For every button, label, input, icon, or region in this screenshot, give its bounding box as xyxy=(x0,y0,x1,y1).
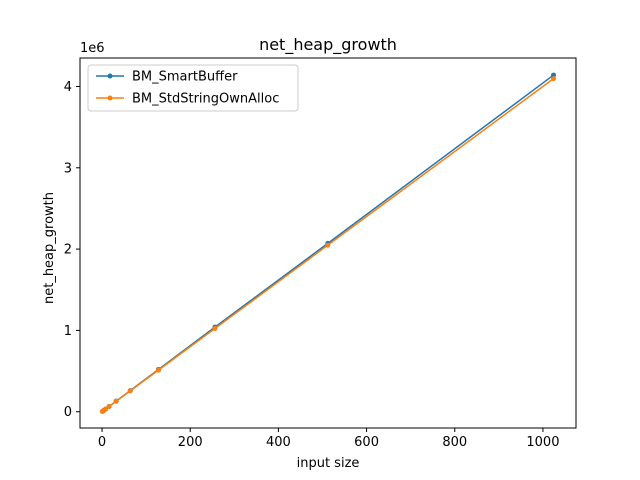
y-tick-label: 4 xyxy=(64,80,72,95)
data-point-bm-stdstringownalloc xyxy=(106,404,112,410)
y-axis-ticks: 0 1 2 3 4 xyxy=(64,80,80,420)
x-axis-ticks: 0 200 400 600 800 1000 xyxy=(98,428,559,450)
x-tick-label: 0 xyxy=(98,435,106,450)
data-point-bm-stdstringownalloc xyxy=(113,398,119,404)
data-point-bm-smartbuffer xyxy=(551,72,557,78)
data-point-bm-stdstringownalloc xyxy=(103,406,109,412)
x-tick-label: 800 xyxy=(442,435,467,450)
legend-marker-bm-stdstringownalloc xyxy=(107,95,113,101)
x-tick-label: 1000 xyxy=(526,435,559,450)
y-axis-label: net_heap_growth xyxy=(42,192,57,304)
y-scale-offset-label: 1e6 xyxy=(80,41,105,56)
data-point-bm-stdstringownalloc xyxy=(551,76,557,82)
plot-area-frame xyxy=(79,57,577,429)
x-tick-label: 600 xyxy=(354,435,379,450)
legend-label-bm-stdstringownalloc: BM_StdStringOwnAlloc xyxy=(132,92,279,107)
y-tick-label: 2 xyxy=(64,243,72,258)
x-axis-label: input size xyxy=(297,456,360,471)
series-layer xyxy=(99,72,557,414)
x-tick-label: 200 xyxy=(178,435,203,450)
data-point-bm-stdstringownalloc xyxy=(155,367,161,373)
legend-marker-bm-smartbuffer xyxy=(107,73,113,79)
legend-box xyxy=(87,64,299,112)
chart-title: net_heap_growth xyxy=(259,35,397,55)
legend: BM_SmartBuffer BM_StdStringOwnAlloc xyxy=(87,64,299,112)
data-point-bm-stdstringownalloc xyxy=(127,388,133,394)
y-tick-label: 1 xyxy=(64,324,72,339)
y-tick-label: 3 xyxy=(64,161,72,176)
data-point-bm-stdstringownalloc xyxy=(212,325,218,331)
y-tick-label: 0 xyxy=(64,405,72,420)
x-tick-label: 400 xyxy=(266,435,291,450)
legend-label-bm-smartbuffer: BM_SmartBuffer xyxy=(132,70,238,85)
data-point-bm-stdstringownalloc xyxy=(325,242,331,248)
